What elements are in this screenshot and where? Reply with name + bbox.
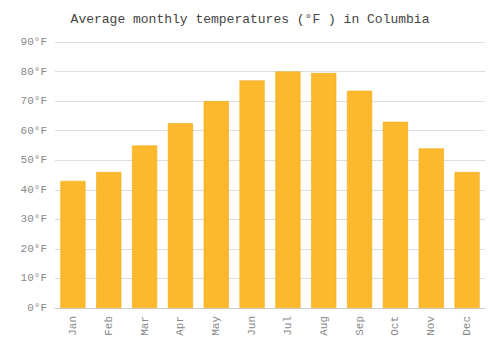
svg-text:0°F: 0°F [27, 302, 47, 314]
svg-text:90°F: 90°F [21, 36, 47, 48]
svg-text:30°F: 30°F [21, 213, 47, 225]
svg-text:60°F: 60°F [21, 125, 47, 137]
svg-text:Oct: Oct [389, 316, 401, 336]
svg-text:Dec: Dec [461, 316, 473, 336]
svg-text:Jun: Jun [246, 316, 258, 336]
svg-text:Aug: Aug [318, 316, 330, 336]
svg-text:50°F: 50°F [21, 154, 47, 166]
svg-text:Jul: Jul [282, 316, 294, 336]
svg-text:40°F: 40°F [21, 184, 47, 196]
svg-text:70°F: 70°F [21, 95, 47, 107]
svg-text:10°F: 10°F [21, 272, 47, 284]
svg-text:Sep: Sep [354, 316, 366, 336]
svg-text:Average monthly temperatures (: Average monthly temperatures (°F ) in Co… [71, 12, 430, 27]
svg-text:May: May [210, 316, 222, 336]
svg-text:20°F: 20°F [21, 243, 47, 255]
svg-text:Apr: Apr [174, 316, 186, 336]
svg-text:Feb: Feb [103, 316, 115, 336]
svg-text:80°F: 80°F [21, 66, 47, 78]
svg-text:Nov: Nov [425, 316, 437, 336]
svg-text:Jan: Jan [67, 316, 79, 336]
svg-text:Mar: Mar [139, 316, 151, 336]
